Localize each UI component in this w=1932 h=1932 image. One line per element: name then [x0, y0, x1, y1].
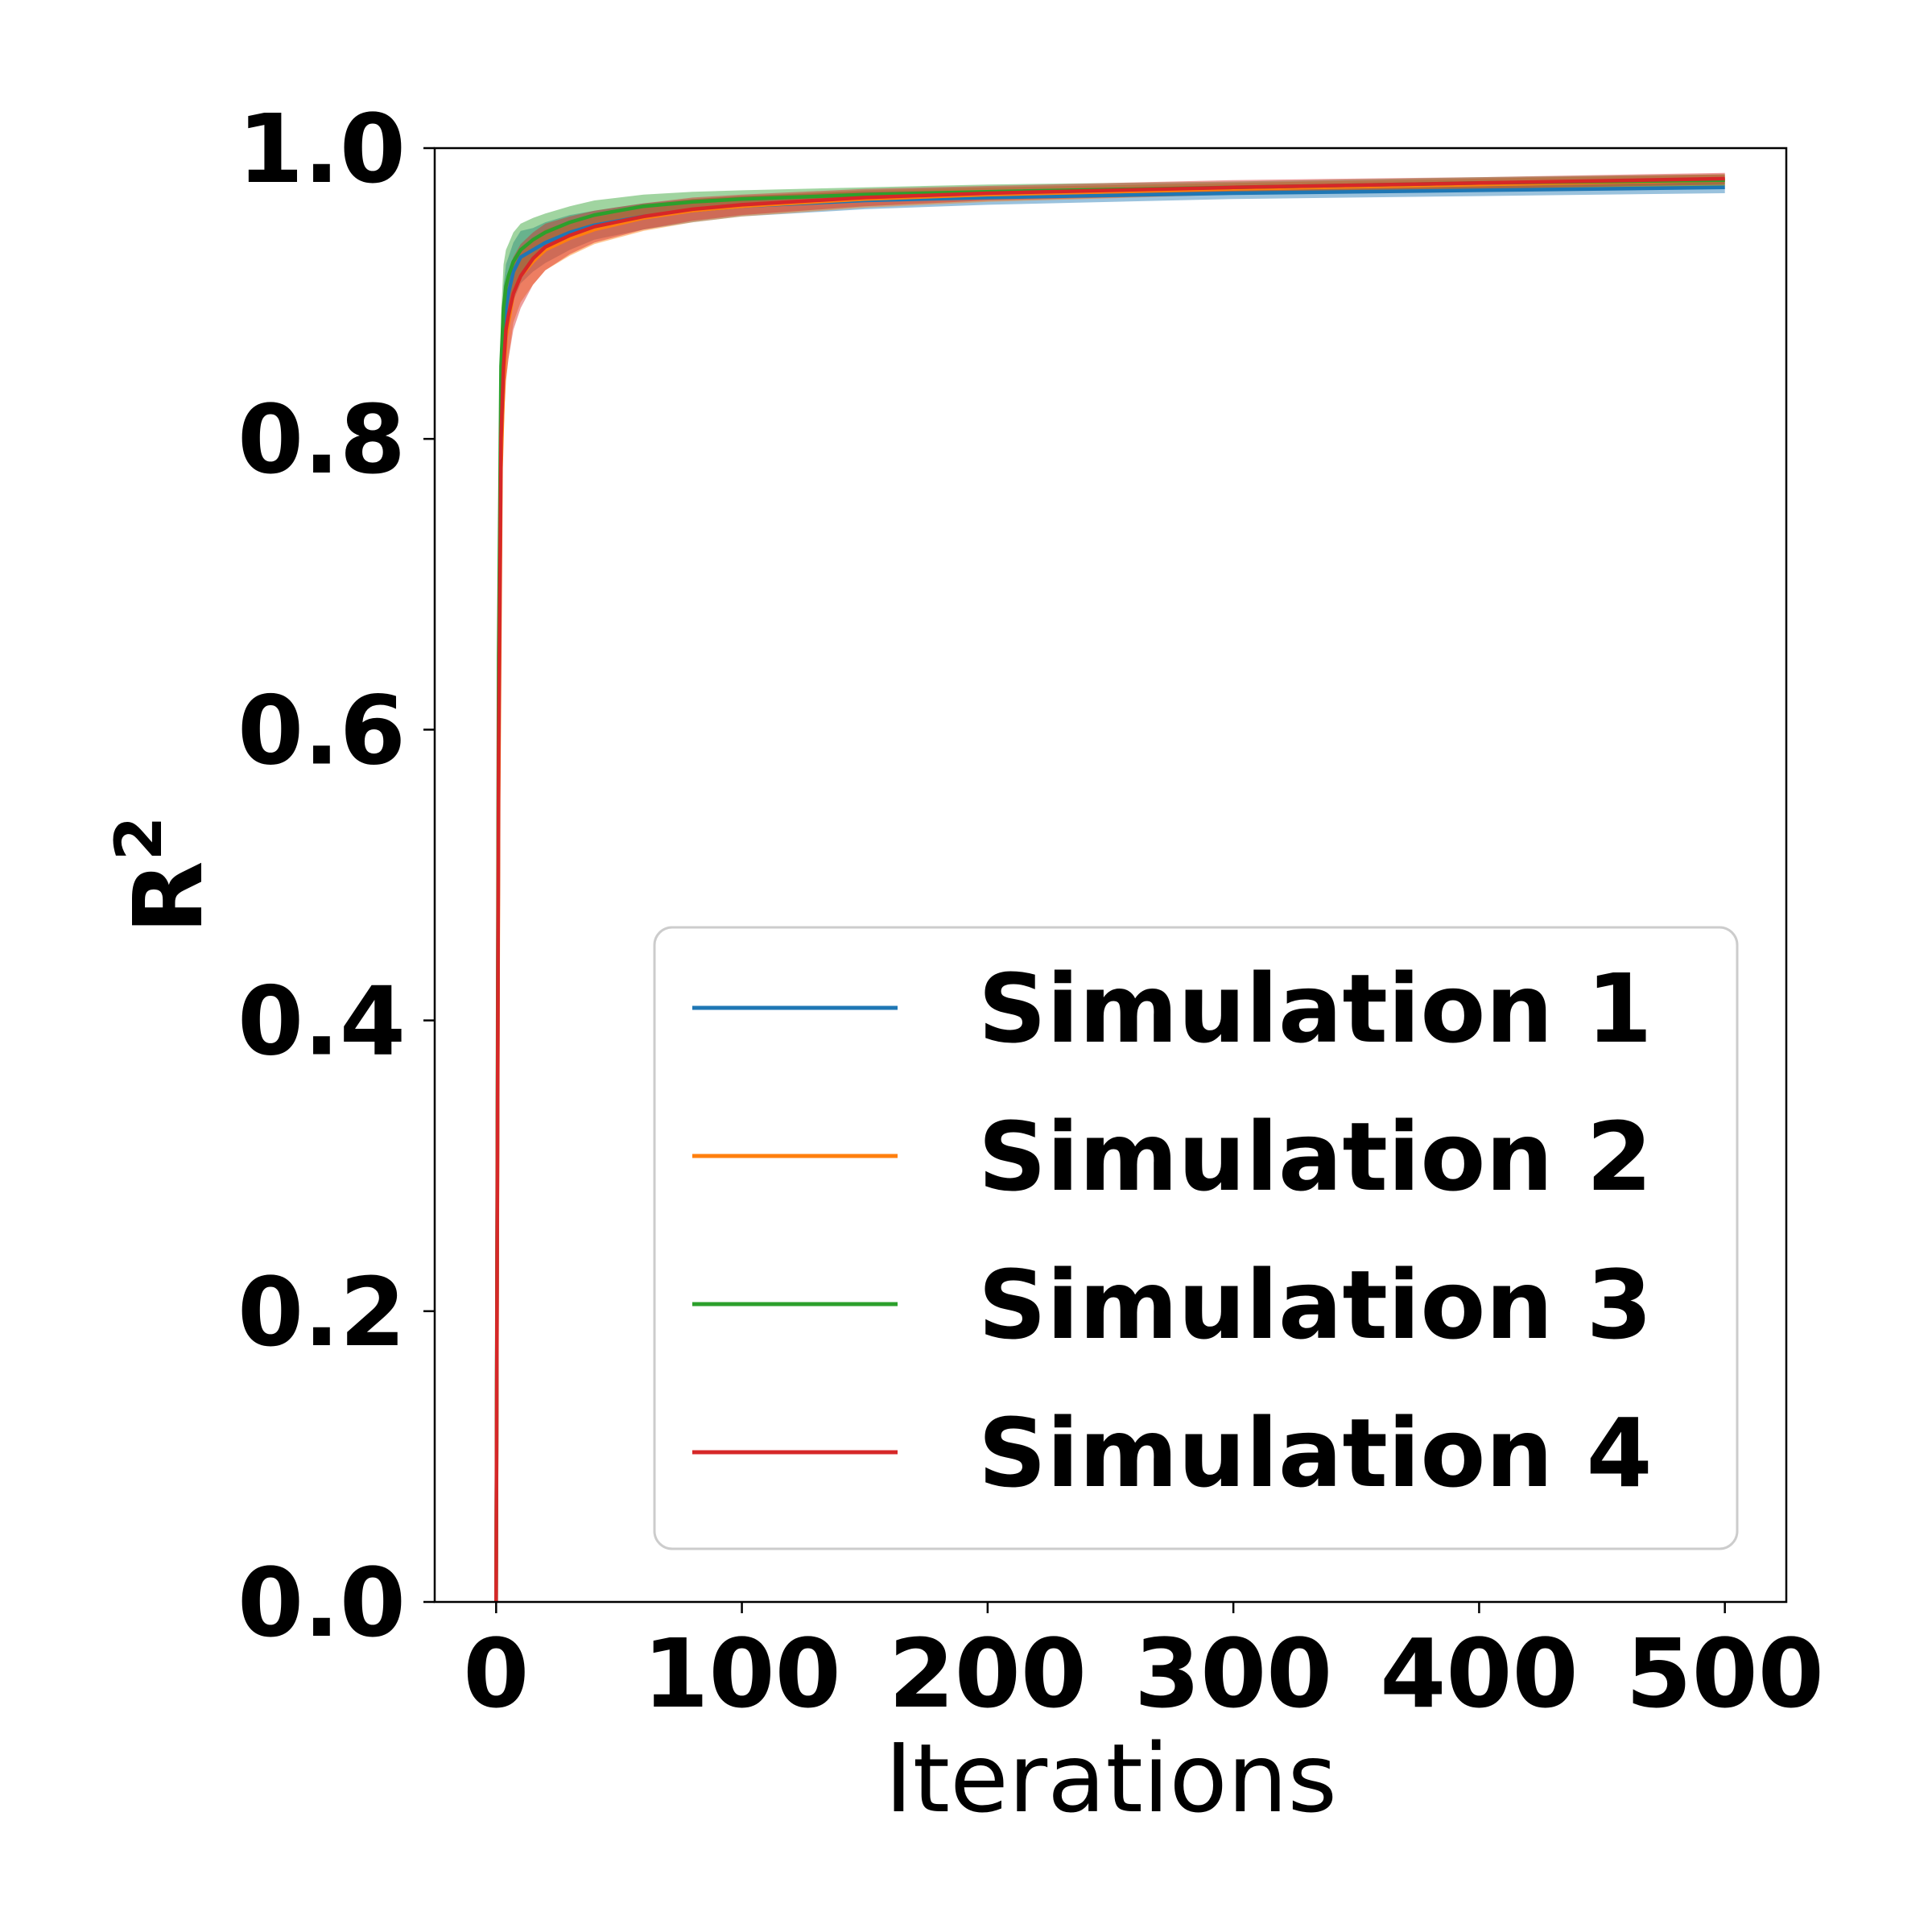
y-tick-label: 0.0 [237, 1547, 406, 1658]
x-tick-label: 0 [463, 1618, 529, 1729]
simulation-1-legend-label: Simulation 1 [978, 953, 1653, 1064]
svg-text:R2: R2 [101, 816, 224, 935]
legend: Simulation 1 Simulation 2 Simulation 3 Simu… [653, 926, 1739, 1550]
y-tick-label: 0.8 [237, 384, 406, 495]
plot-frame [433, 147, 1788, 1604]
legend-box [653, 926, 1739, 1550]
y-axis-label-superscript: 2 [101, 816, 176, 861]
x-tick-label: 300 [1134, 1618, 1332, 1729]
y-tick-label: 0.6 [237, 675, 406, 786]
x-axis-label: Iterations [885, 1723, 1337, 1834]
series-lines [494, 176, 1725, 1602]
x-tick-label: 200 [889, 1618, 1087, 1729]
x-tick-label: 400 [1380, 1618, 1578, 1729]
y-tick-label: 0.4 [237, 966, 406, 1077]
simulation-3-legend-label: Simulation 3 [978, 1249, 1653, 1360]
y-axis-ticks: 0.0 0.2 0.4 0.6 0.8 1.0 [237, 93, 435, 1658]
x-tick-label: 500 [1626, 1618, 1824, 1729]
y-tick-label: 0.2 [237, 1257, 406, 1368]
y-axis-label-group: R2 [101, 816, 224, 935]
x-axis-ticks: 0 100 200 300 400 500 [463, 1602, 1824, 1729]
simulation-2-legend-label: Simulation 2 [978, 1101, 1653, 1212]
simulation-4-legend-label: Simulation 4 [978, 1397, 1653, 1509]
y-tick-label: 1.0 [237, 93, 406, 204]
x-tick-label: 100 [642, 1618, 840, 1729]
y-axis-label: R [113, 861, 224, 934]
legend-items: Simulation 1 Simulation 2 Simulation 3 Simu… [692, 953, 1653, 1509]
simulation-4-line [494, 176, 1725, 1602]
